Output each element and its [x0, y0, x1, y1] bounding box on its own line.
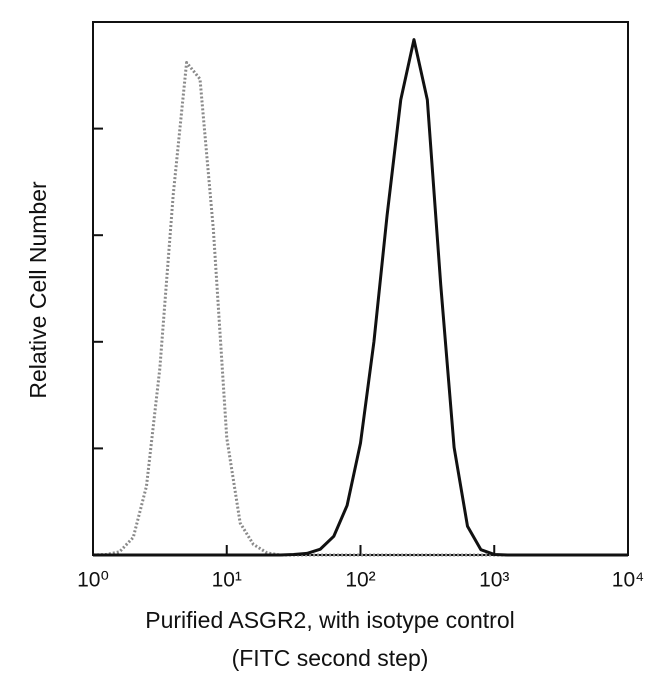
histogram-line — [93, 38, 628, 557]
x-tick-label: 10⁴ — [612, 569, 644, 592]
y-axis-title: Relative Cell Number — [25, 181, 51, 399]
x-axis-subtitle: (FITC second step) — [232, 645, 429, 671]
plot-frame — [92, 21, 629, 556]
x-tick-label: 10⁰ — [77, 569, 109, 592]
x-tick-label: 10² — [345, 569, 375, 592]
histogram-line — [92, 61, 628, 557]
x-tick-label: 10³ — [479, 569, 509, 592]
x-tick-label: 10¹ — [212, 569, 242, 592]
x-axis-title: Purified ASGR2, with isotype control — [145, 607, 514, 633]
